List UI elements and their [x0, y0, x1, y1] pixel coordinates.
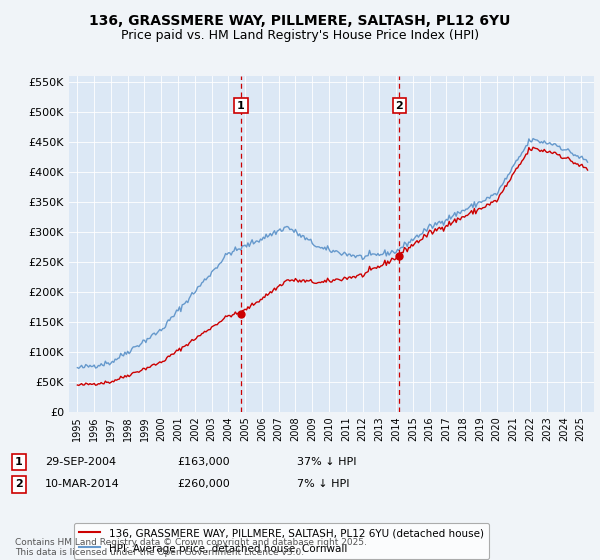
- Text: £163,000: £163,000: [177, 457, 230, 467]
- Text: Price paid vs. HM Land Registry's House Price Index (HPI): Price paid vs. HM Land Registry's House …: [121, 29, 479, 42]
- Text: 37% ↓ HPI: 37% ↓ HPI: [297, 457, 356, 467]
- Text: 10-MAR-2014: 10-MAR-2014: [45, 479, 120, 489]
- Text: Contains HM Land Registry data © Crown copyright and database right 2025.
This d: Contains HM Land Registry data © Crown c…: [15, 538, 367, 557]
- Text: 136, GRASSMERE WAY, PILLMERE, SALTASH, PL12 6YU: 136, GRASSMERE WAY, PILLMERE, SALTASH, P…: [89, 14, 511, 28]
- Text: £260,000: £260,000: [177, 479, 230, 489]
- Text: 1: 1: [237, 101, 245, 111]
- Text: 7% ↓ HPI: 7% ↓ HPI: [297, 479, 349, 489]
- Text: 2: 2: [15, 479, 23, 489]
- Legend: 136, GRASSMERE WAY, PILLMERE, SALTASH, PL12 6YU (detached house), HPI: Average p: 136, GRASSMERE WAY, PILLMERE, SALTASH, P…: [74, 522, 489, 559]
- Text: 29-SEP-2004: 29-SEP-2004: [45, 457, 116, 467]
- Text: 2: 2: [395, 101, 403, 111]
- Text: 1: 1: [15, 457, 23, 467]
